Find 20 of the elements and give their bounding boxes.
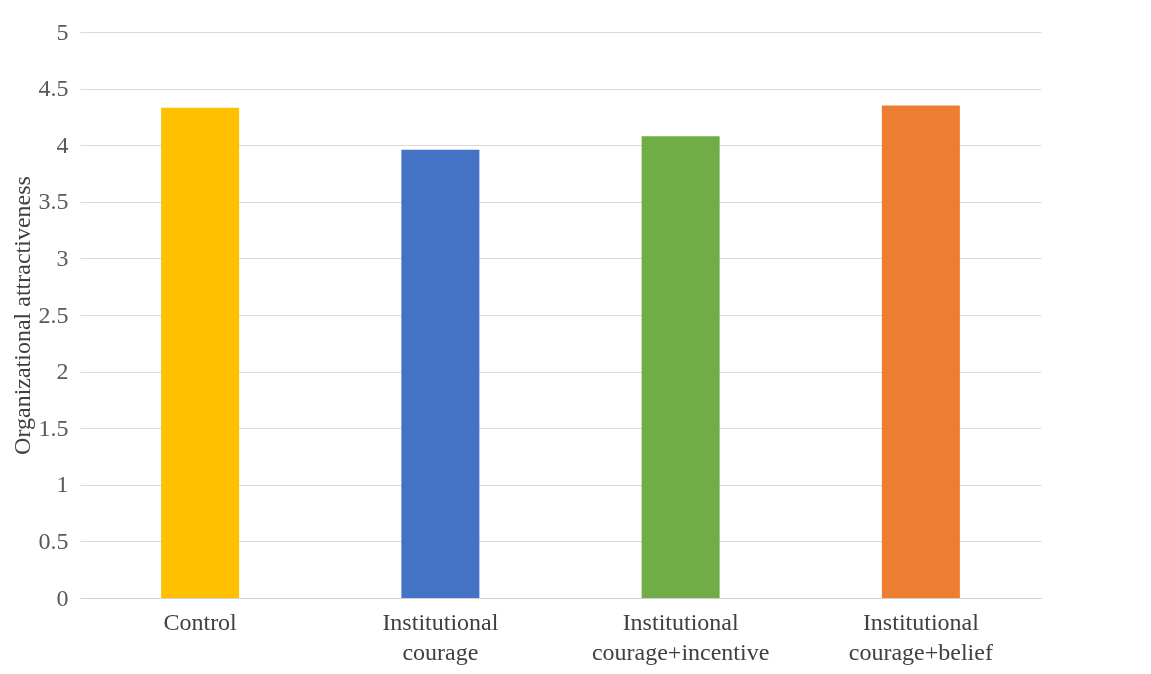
y-tick-label: 4: [56, 131, 69, 158]
y-tick-label: 5: [56, 18, 69, 45]
y-axis-title: Organizational attractiveness: [8, 176, 35, 455]
bar: [881, 105, 960, 598]
bar: [641, 136, 720, 598]
y-tick-label: 2: [56, 358, 69, 385]
y-tick-label: 4.5: [38, 75, 69, 102]
y-tick-label: 1.5: [38, 414, 69, 441]
x-tick-label: Institutional courage: [382, 608, 499, 665]
bar: [401, 149, 480, 598]
y-tick-label: 2.5: [38, 301, 69, 328]
y-tick-label: 3: [56, 244, 69, 271]
y-tick-label: 1: [56, 471, 69, 498]
bar: [161, 107, 240, 598]
y-tick-label: 3.5: [38, 188, 69, 215]
x-tick-label: Control: [163, 608, 238, 635]
x-tick-label: Institutional courage+incentive: [591, 608, 770, 665]
y-tick-label: 0.5: [38, 527, 69, 554]
y-tick-label: 0: [56, 584, 69, 611]
x-tick-label: Institutional courage+belief: [848, 608, 993, 665]
